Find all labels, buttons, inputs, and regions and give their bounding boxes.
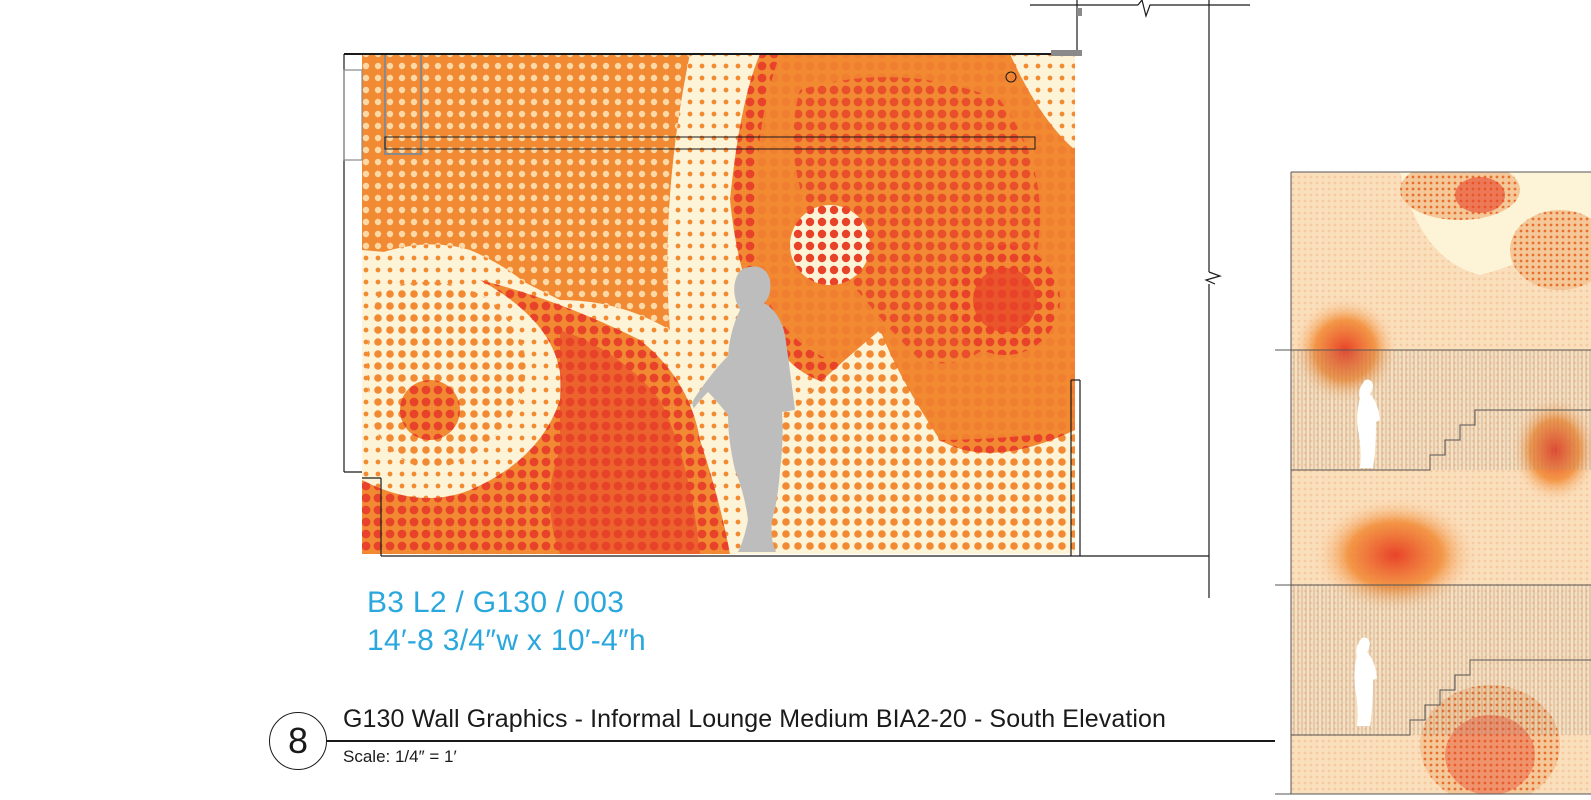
graphic-id-label: B3 L2 / G130 / 003	[367, 586, 625, 619]
title-underline	[326, 740, 1275, 742]
adjacent-elevation-linework	[1275, 171, 1591, 795]
drawing-scale: Scale: 1/4″ = 1′	[343, 747, 457, 766]
detail-number-bubble: 8	[269, 712, 327, 770]
drawing-title: G130 Wall Graphics - Informal Lounge Med…	[343, 705, 1167, 733]
scale-figure-silhouette	[692, 266, 795, 552]
elevation-linework	[343, 0, 1250, 598]
adjacent-elevation-graphic	[1291, 172, 1591, 794]
wall-graphic	[362, 54, 1075, 554]
graphic-dimensions-label: 14′-8 3/4″w x 10′-4″h	[367, 624, 646, 657]
